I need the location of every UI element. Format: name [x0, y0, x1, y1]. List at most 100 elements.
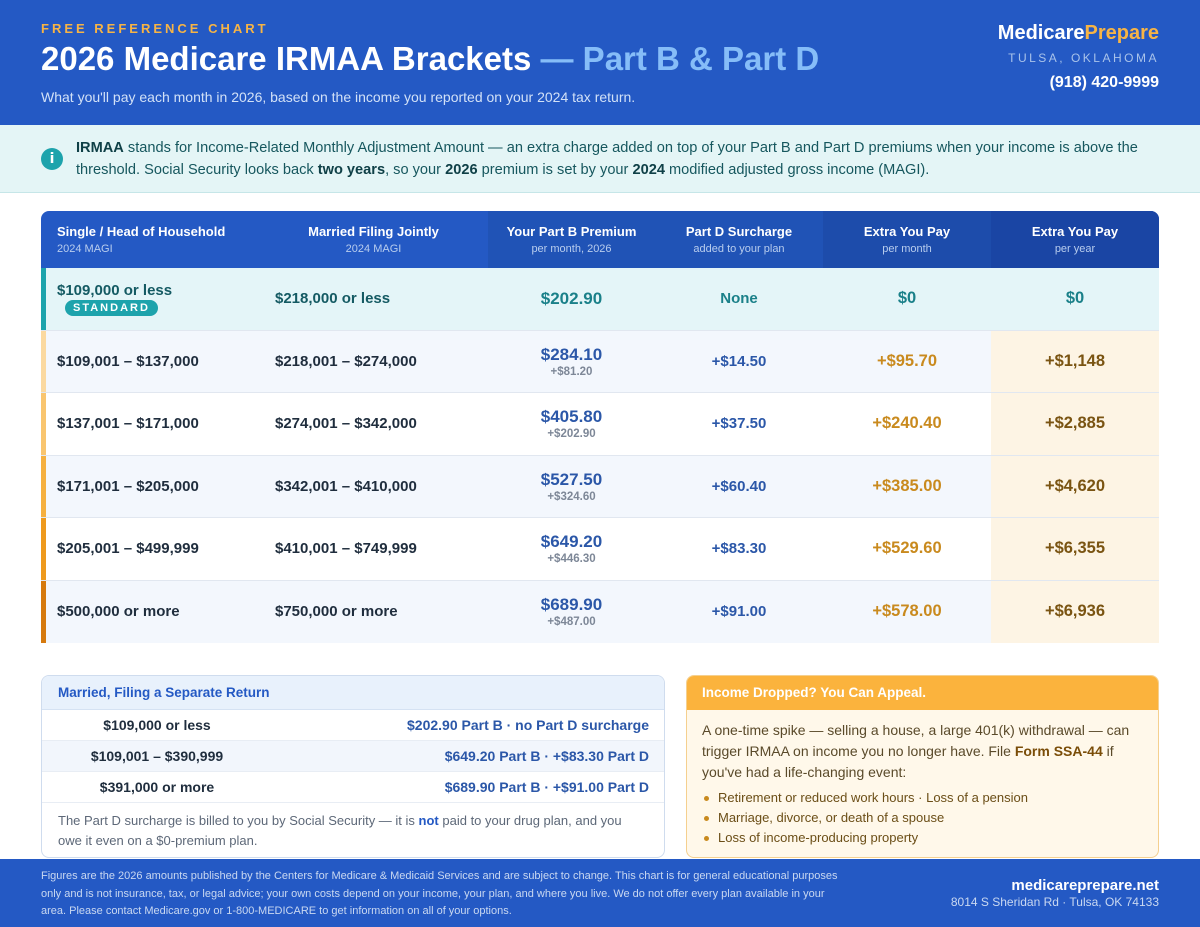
mfs-note: The Part D surcharge is billed to you by…: [58, 813, 622, 848]
mfs-title: Married, Filing a Separate Return: [42, 676, 664, 710]
standard-badge: STANDARD: [65, 299, 158, 316]
info-text-1: stands for Income-Related Monthly Adjust…: [76, 140, 1138, 178]
cell-partd: +$91.00: [711, 603, 767, 621]
info-text-3: premium is set by your: [477, 162, 633, 178]
brand-name-part1: Medicare: [997, 22, 1085, 44]
cell-joint: $218,000 or less: [275, 290, 391, 308]
footer: Figures are the 2026 amounts published b…: [0, 859, 1200, 927]
partb-delta: +$81.20: [550, 365, 593, 378]
cell-partb: $284.10 +$81.20: [488, 331, 655, 393]
cell-single: $205,001 – $499,999: [57, 540, 199, 558]
cell-extra-month: +$385.00: [872, 476, 942, 495]
list-item: Retirement or reduced work hours · Loss …: [702, 788, 1143, 808]
partb-delta: +$324.60: [547, 490, 596, 503]
partb-delta: +$487.00: [547, 616, 596, 629]
cell-partb: $202.90: [488, 268, 655, 330]
irmaa-table: Single / Head of Household 2024 MAGI Marr…: [41, 211, 1159, 643]
table-header: Single / Head of Household 2024 MAGI Marr…: [41, 211, 1159, 268]
cell-joint: $750,000 or more: [275, 603, 398, 621]
list-item: Marriage, divorce, or death of a spouse: [702, 808, 1143, 828]
cell-extra-year: $0: [1065, 289, 1085, 308]
cell-joint: $410,001 – $749,999: [275, 540, 417, 558]
info-banner: i IRMAA stands for Income-Related Monthl…: [0, 125, 1200, 193]
col-header-single: Single / Head of Household 2024 MAGI: [57, 224, 226, 255]
appeal-title: Income Dropped? You Can Appeal.: [687, 676, 1158, 710]
cell-partb: $649.20 +$446.30: [488, 518, 655, 580]
cell-extra-year: +$6,936: [991, 580, 1159, 643]
mfs-value: $202.90 Part B · no Part D surcharge: [407, 717, 649, 733]
cell-extra-month: +$578.00: [872, 602, 942, 621]
cell-extra-month: $0: [897, 289, 917, 308]
footer-url[interactable]: medicareprepare.net: [1011, 877, 1159, 894]
appeal-list: Retirement or reduced work hours · Loss …: [687, 783, 1158, 848]
cell-extra-year: +$6,355: [991, 518, 1159, 580]
mfs-income: $109,001 – $390,999: [90, 748, 224, 764]
partb-premium: $527.50: [540, 469, 603, 489]
col-header-joint: Married Filing Jointly 2024 MAGI: [308, 224, 439, 255]
appeal-box: Income Dropped? You Can Appeal. A one-ti…: [686, 675, 1159, 858]
cell-extra-year: +$1,148: [991, 330, 1159, 392]
footer-disclaimer: Figures are the 2026 amounts published b…: [41, 870, 838, 917]
cell-extra-month: +$529.60: [872, 539, 942, 558]
header: FREE REFERENCE CHART 2026 Medicare IRMAA…: [0, 0, 1200, 125]
tier-color-bar: [41, 330, 46, 392]
partb-delta: +$202.90: [547, 428, 596, 441]
cell-extra-year: +$4,620: [991, 455, 1159, 517]
mfs-box: Married, Filing a Separate Return $109,0…: [41, 675, 665, 858]
cell-single: $109,000 or less STANDARD: [57, 281, 173, 316]
info-lead: IRMAA: [76, 140, 124, 156]
info-text-4: modified adjusted gross income (MAGI).: [664, 162, 930, 178]
mfs-row: $391,000 or more $689.90 Part B · +$91.00…: [42, 772, 664, 803]
table-row: $171,001 – $205,000 $342,001 – $410,000 $5…: [41, 455, 1159, 518]
brand-phone[interactable]: (918) 420-9999: [1049, 74, 1159, 91]
col-header-partb: Your Part B Premium per month, 2026: [488, 211, 655, 268]
page-title: 2026 Medicare IRMAA Brackets — Part B & …: [41, 40, 819, 78]
partb-premium: $202.90: [540, 288, 603, 308]
cell-partd: +$60.40: [711, 477, 767, 495]
form-ssa44: Form SSA-44: [1014, 743, 1103, 759]
partb-premium: $649.20: [540, 532, 603, 552]
cell-single: $137,001 – $171,000: [57, 415, 199, 433]
cell-partb: $527.50 +$324.60: [488, 456, 655, 518]
cell-partd: None: [720, 290, 758, 308]
eyebrow: FREE REFERENCE CHART: [41, 21, 269, 36]
info-bold-2: two years: [317, 162, 386, 178]
mfs-row: $109,000 or less $202.90 Part B · no Part…: [42, 710, 664, 741]
partb-delta: +$446.30: [547, 553, 596, 566]
title-main: 2026 Medicare IRMAA Brackets: [41, 40, 532, 77]
tier-color-bar: [41, 580, 46, 643]
appeal-text: A one-time spike — selling a house, a la…: [702, 722, 1130, 780]
col-header-extra-month: Extra You Pay per month: [823, 211, 991, 268]
mfs-row: $109,001 – $390,999 $649.20 Part B · +$83…: [42, 741, 664, 772]
partb-premium: $284.10: [540, 344, 603, 364]
table-row: $137,001 – $171,000 $274,001 – $342,000 $4…: [41, 393, 1159, 456]
cell-joint: $342,001 – $410,000: [275, 477, 417, 495]
info-icon: i: [41, 148, 63, 170]
info-text-2: , so your: [385, 162, 446, 178]
cell-partd: +$14.50: [711, 352, 767, 370]
brand-logo: MedicarePrepare: [998, 22, 1159, 45]
partb-premium: $405.80: [540, 407, 603, 427]
cell-partd: +$83.30: [711, 540, 767, 558]
title-highlight: — Part B & Part D: [540, 40, 820, 77]
cell-single: $500,000 or more: [57, 603, 180, 621]
info-bold-3: 2026: [445, 162, 478, 178]
cell-extra-month: +$240.40: [872, 414, 942, 433]
table-body: $109,000 or less STANDARD $218,000 or less…: [41, 268, 1159, 643]
tier-color-bar: [41, 393, 46, 455]
brand-name-part2: Prepare: [1084, 22, 1160, 44]
tier-color-bar: [41, 455, 46, 517]
mfs-income: $109,000 or less: [103, 717, 211, 733]
info-bold-4: 2024: [632, 162, 665, 178]
list-item: Loss of income-producing property: [702, 828, 1143, 848]
subtitle: What you'll pay each month in 2026, base…: [41, 89, 636, 105]
mfs-income: $391,000 or more: [99, 779, 215, 795]
cell-extra-month: +$95.70: [876, 351, 938, 370]
table-row: $500,000 or more $750,000 or more $689.90 +…: [41, 580, 1159, 644]
mfs-value: $689.90 Part B · +$91.00 Part D: [444, 779, 649, 795]
table-row: $109,000 or less STANDARD $218,000 or less…: [41, 268, 1159, 331]
cell-partb: $689.90 +$487.00: [488, 581, 655, 644]
cell-partb: $405.80 +$202.90: [488, 393, 655, 455]
cell-partd: +$37.50: [711, 415, 767, 433]
col-header-partd: Part D Surcharge added to your plan: [655, 211, 823, 268]
